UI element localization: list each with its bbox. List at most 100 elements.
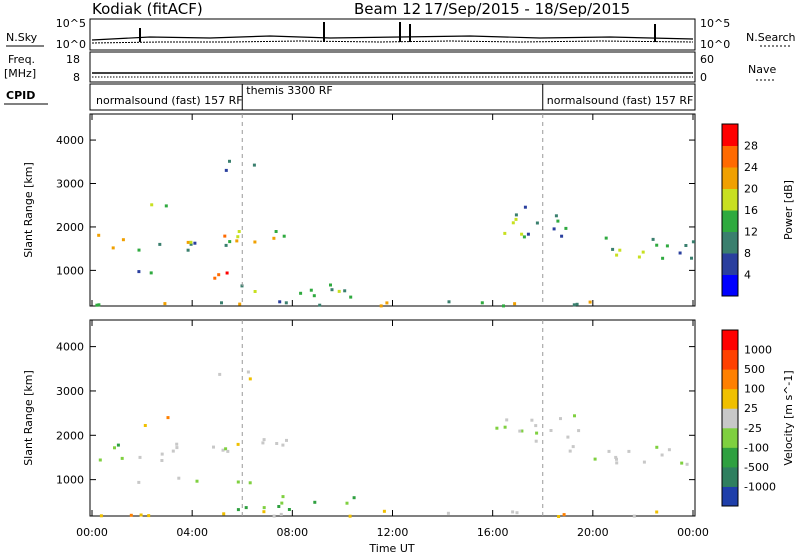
x-tick-label: 08:00 (276, 526, 308, 539)
colorbar-tick-label: -25 (744, 422, 762, 435)
echo-cell (279, 512, 283, 516)
cpid-segment-label: themis 3300 RF (246, 84, 333, 97)
echo-cell (593, 457, 597, 461)
echo-cell (678, 251, 682, 255)
echo-cell (520, 429, 524, 433)
colorbar-tick-label: 16 (744, 204, 758, 217)
echo-cell (160, 452, 164, 456)
echo-cell (166, 416, 170, 420)
colorbar-segment (722, 349, 738, 370)
x-tick-label: 16:00 (477, 526, 509, 539)
y-axis-label: Slant Range [km] (22, 370, 35, 466)
echo-cell (189, 240, 193, 244)
echo-cell (226, 449, 230, 453)
echo-cell (218, 372, 222, 376)
echo-cell (285, 438, 288, 442)
echo-cell (661, 256, 665, 260)
colorbar-frame (721, 123, 739, 297)
colorbar-segment (722, 145, 738, 168)
echo-cell (224, 168, 228, 172)
colorbar-tick-label: 4 (744, 269, 751, 282)
echo-cell (627, 449, 631, 453)
echo-cell (195, 479, 199, 483)
colorbar-segment (722, 124, 738, 146)
echo-cell (261, 441, 265, 445)
plot-frame (89, 113, 696, 307)
echo-cell (225, 271, 229, 275)
y-tick-label: 2000 (56, 221, 84, 234)
colorbar-tick-label: -500 (744, 461, 769, 474)
freq-label: Freq. (8, 53, 35, 66)
echo-cell (514, 217, 518, 221)
frequency-panel: Freq. [MHz] Nave 18 8 60 0 (4, 51, 776, 84)
colorbar-segment (722, 253, 738, 275)
echo-cell (655, 243, 659, 247)
echo-cell (189, 242, 193, 246)
freq-tick-low: 8 (73, 71, 80, 84)
echo-cell (330, 288, 334, 292)
echo-cell (534, 439, 538, 443)
echo-cell (237, 230, 241, 233)
echo-cell (137, 480, 141, 484)
echo-cell (149, 271, 153, 275)
echo-cell (129, 513, 133, 517)
y-tick-label: 1000 (56, 264, 84, 277)
colorbar: 1000 500 100 25 -25 -100 -500 -1000 Velocity [m … (721, 329, 795, 507)
echo-cell (313, 500, 317, 504)
echo-cell (680, 461, 684, 465)
echo-cell (224, 447, 228, 451)
colorbar-segment (722, 466, 738, 487)
colorbar-label: Velocity [m s^-1] (782, 370, 795, 465)
echo-cell (220, 301, 223, 305)
colorbar-segment (722, 486, 738, 507)
echo-cell (568, 449, 572, 453)
echo-cell (530, 418, 534, 422)
echo-cell (535, 221, 539, 225)
echo-cell (691, 240, 695, 244)
echo-cell (632, 514, 636, 518)
echo-cell (345, 501, 349, 505)
power-panel: 1000 2000 3000 4000 Slant Range [km] 4 8 12 16 20… (22, 113, 795, 308)
echo-cell (518, 429, 522, 433)
echo-cell (236, 235, 240, 239)
colorbar-tick-label: 12 (744, 226, 758, 239)
y-axis-label: Slant Range [km] (22, 162, 35, 258)
echo-cell (615, 461, 619, 465)
echo-cell (175, 446, 179, 450)
colorbar-segment (722, 330, 738, 351)
x-tick-label: 00:00 (76, 526, 108, 539)
colorbar-tick-label: 8 (744, 247, 751, 260)
colorbar-frame (721, 329, 739, 507)
echo-cell (480, 301, 484, 305)
echo-cell (560, 234, 564, 238)
echo-cell (113, 446, 116, 450)
echo-cell (349, 295, 353, 299)
echo-cell (116, 443, 120, 447)
echo-cell (352, 496, 356, 500)
echo-cell (535, 431, 539, 435)
echo-cell (175, 442, 179, 446)
echo-cell (252, 163, 256, 167)
echo-cell (137, 270, 141, 274)
echo-cell (150, 203, 154, 207)
echo-cell (655, 445, 659, 449)
echo-cell (217, 273, 221, 277)
echo-cell (549, 429, 553, 432)
echo-cell (615, 253, 619, 257)
echo-cell (604, 236, 608, 240)
echo-cell (385, 301, 389, 305)
echo-cell (379, 304, 383, 308)
echo-cell (99, 514, 103, 518)
echo-cell (236, 508, 240, 512)
x-axis: 00:00 04:00 08:00 12:00 16:00 20:00 00:00 (76, 114, 709, 539)
colorbar-tick-label: 28 (744, 140, 758, 153)
x-tick-label: 20:00 (577, 526, 609, 539)
colorbar-segment (722, 447, 738, 468)
noise-tick-low-right: 10^0 (700, 38, 730, 51)
echo-cell (588, 300, 592, 304)
noise-tick-high-left: 10^5 (56, 17, 86, 30)
echo-cell (684, 244, 688, 247)
cpid-segment-label: normalsound (fast) 157 RF (96, 94, 243, 107)
